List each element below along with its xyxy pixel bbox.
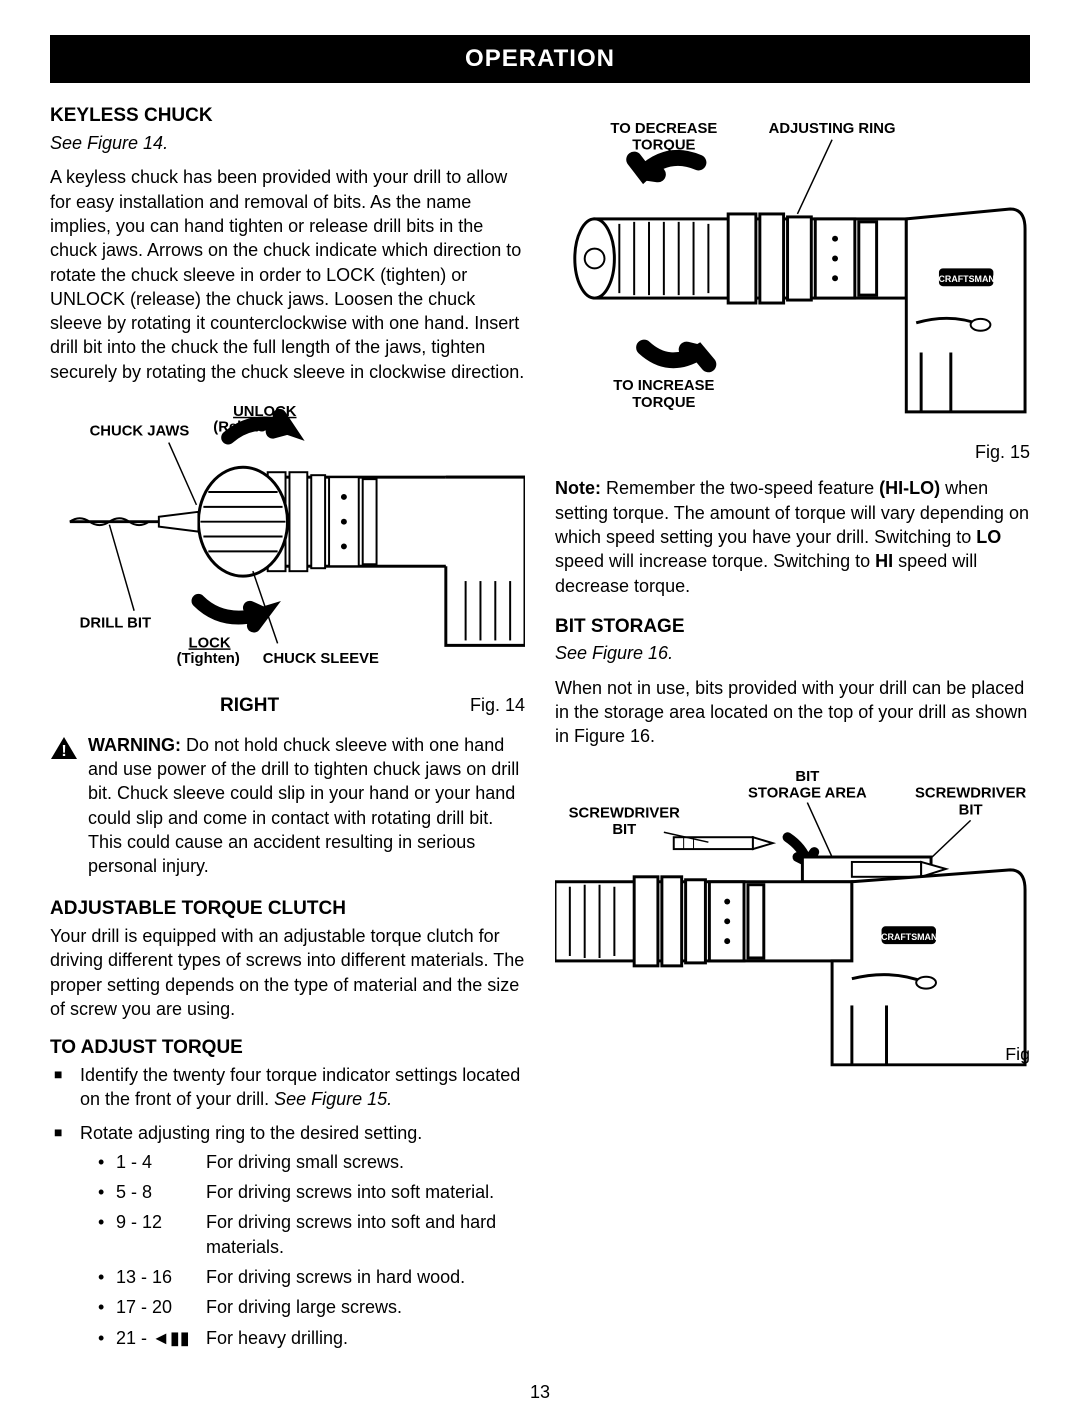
label-tighten: (Tighten) — [177, 651, 240, 667]
label-screwdriver-left: SCREWDRIVER — [569, 805, 681, 821]
label-bit-right: BIT — [959, 802, 983, 818]
svg-text:CRAFTSMAN: CRAFTSMAN — [939, 275, 995, 285]
setting-row: •5 - 8For driving screws into soft mater… — [98, 1180, 525, 1204]
setting-row: •13 - 16For driving screws in hard wood. — [98, 1265, 525, 1289]
figure-14: CHUCK JAWS UNLOCK (Release) DRILL BIT LO… — [50, 398, 525, 685]
note-block: Note: Remember the two-speed feature (HI… — [555, 476, 1030, 597]
right-column: TO DECREASE TORQUE ADJUSTING RING — [555, 103, 1030, 1359]
label-lock: LOCK — [189, 635, 231, 651]
torque-settings-list: •1 - 4For driving small screws. •5 - 8Fo… — [98, 1150, 525, 1350]
label-to-decrease: TO DECREASE — [610, 121, 717, 137]
bullet-rotate: Rotate adjusting ring to the desired set… — [54, 1121, 525, 1349]
torque-clutch-title: ADJUSTABLE TORQUE CLUTCH — [50, 896, 525, 922]
warning-text: WARNING: Do not hold chuck sleeve with o… — [88, 733, 525, 879]
torque-clutch-body: Your drill is equipped with an adjustabl… — [50, 924, 525, 1021]
svg-text:!: ! — [61, 743, 66, 760]
warning-icon: ! — [50, 736, 78, 760]
label-to-increase: TO INCREASE — [613, 378, 714, 394]
keyless-body: A keyless chuck has been provided with y… — [50, 165, 525, 384]
bit-storage-body: When not in use, bits provided with your… — [555, 676, 1030, 749]
svg-text:CRAFTSMAN: CRAFTSMAN — [881, 932, 937, 942]
label-storage-area: STORAGE AREA — [748, 785, 867, 801]
label-bit-top: BIT — [795, 768, 819, 784]
keyless-see-figure: See Figure 14. — [50, 131, 525, 155]
section-header: OPERATION — [50, 35, 1030, 83]
warning-label: WARNING: — [88, 735, 181, 755]
left-column: KEYLESS CHUCK See Figure 14. A keyless c… — [50, 103, 525, 1359]
page-number: 13 — [50, 1380, 1030, 1404]
bullet-identify: Identify the twenty four torque indicato… — [54, 1063, 525, 1112]
bit-storage-see: See Figure 16. — [555, 641, 1030, 665]
bit-storage-title: BIT STORAGE — [555, 614, 1030, 640]
keyless-chuck-title: KEYLESS CHUCK — [50, 103, 525, 129]
label-screwdriver-right: SCREWDRIVER — [915, 785, 1027, 801]
label-unlock: UNLOCK — [233, 404, 297, 420]
figure-14-svg: CHUCK JAWS UNLOCK (Release) DRILL BIT LO… — [50, 398, 525, 685]
label-drill-bit: DRILL BIT — [80, 616, 151, 632]
figure-16: BIT STORAGE AREA SCREWDRIVER BIT SCREWDR… — [555, 763, 1030, 1070]
fig14-label: Fig. 14 — [470, 693, 525, 717]
fig15-caption: Fig. 15 — [555, 440, 1030, 464]
label-release: (Release) — [213, 420, 279, 436]
two-column-layout: KEYLESS CHUCK See Figure 14. A keyless c… — [50, 103, 1030, 1359]
label-torque2: TORQUE — [632, 395, 695, 411]
warning-body: Do not hold chuck sleeve with one hand a… — [88, 735, 519, 876]
warning-block: ! WARNING: Do not hold chuck sleeve with… — [50, 733, 525, 879]
setting-row: •1 - 4For driving small screws. — [98, 1150, 525, 1174]
setting-row: •17 - 20For driving large screws. — [98, 1295, 525, 1319]
fig14-caption: RIGHT Fig. 14 — [50, 693, 525, 719]
setting-row: •21 - ◄▮▮For heavy drilling. — [98, 1326, 525, 1350]
setting-row: •9 - 12For driving screws into soft and … — [98, 1210, 525, 1259]
fig14-right-label: RIGHT — [220, 693, 279, 719]
adjust-bullets: Identify the twenty four torque indicato… — [54, 1063, 525, 1350]
adjust-torque-title: TO ADJUST TORQUE — [50, 1035, 525, 1061]
note-label: Note: — [555, 478, 601, 498]
figure-15-svg: TO DECREASE TORQUE ADJUSTING RING — [555, 115, 1030, 432]
label-chuck-sleeve: CHUCK SLEEVE — [263, 651, 379, 667]
figure-15: TO DECREASE TORQUE ADJUSTING RING — [555, 115, 1030, 432]
fig16-label: Fig. 16 — [1005, 1044, 1030, 1064]
label-bit-left: BIT — [612, 822, 636, 838]
note-body: Remember the two-speed feature (HI-LO) w… — [555, 478, 1029, 595]
label-adjusting-ring: ADJUSTING RING — [769, 121, 896, 137]
label-chuck-jaws: CHUCK JAWS — [90, 424, 190, 440]
figure-16-svg: BIT STORAGE AREA SCREWDRIVER BIT SCREWDR… — [555, 763, 1030, 1070]
